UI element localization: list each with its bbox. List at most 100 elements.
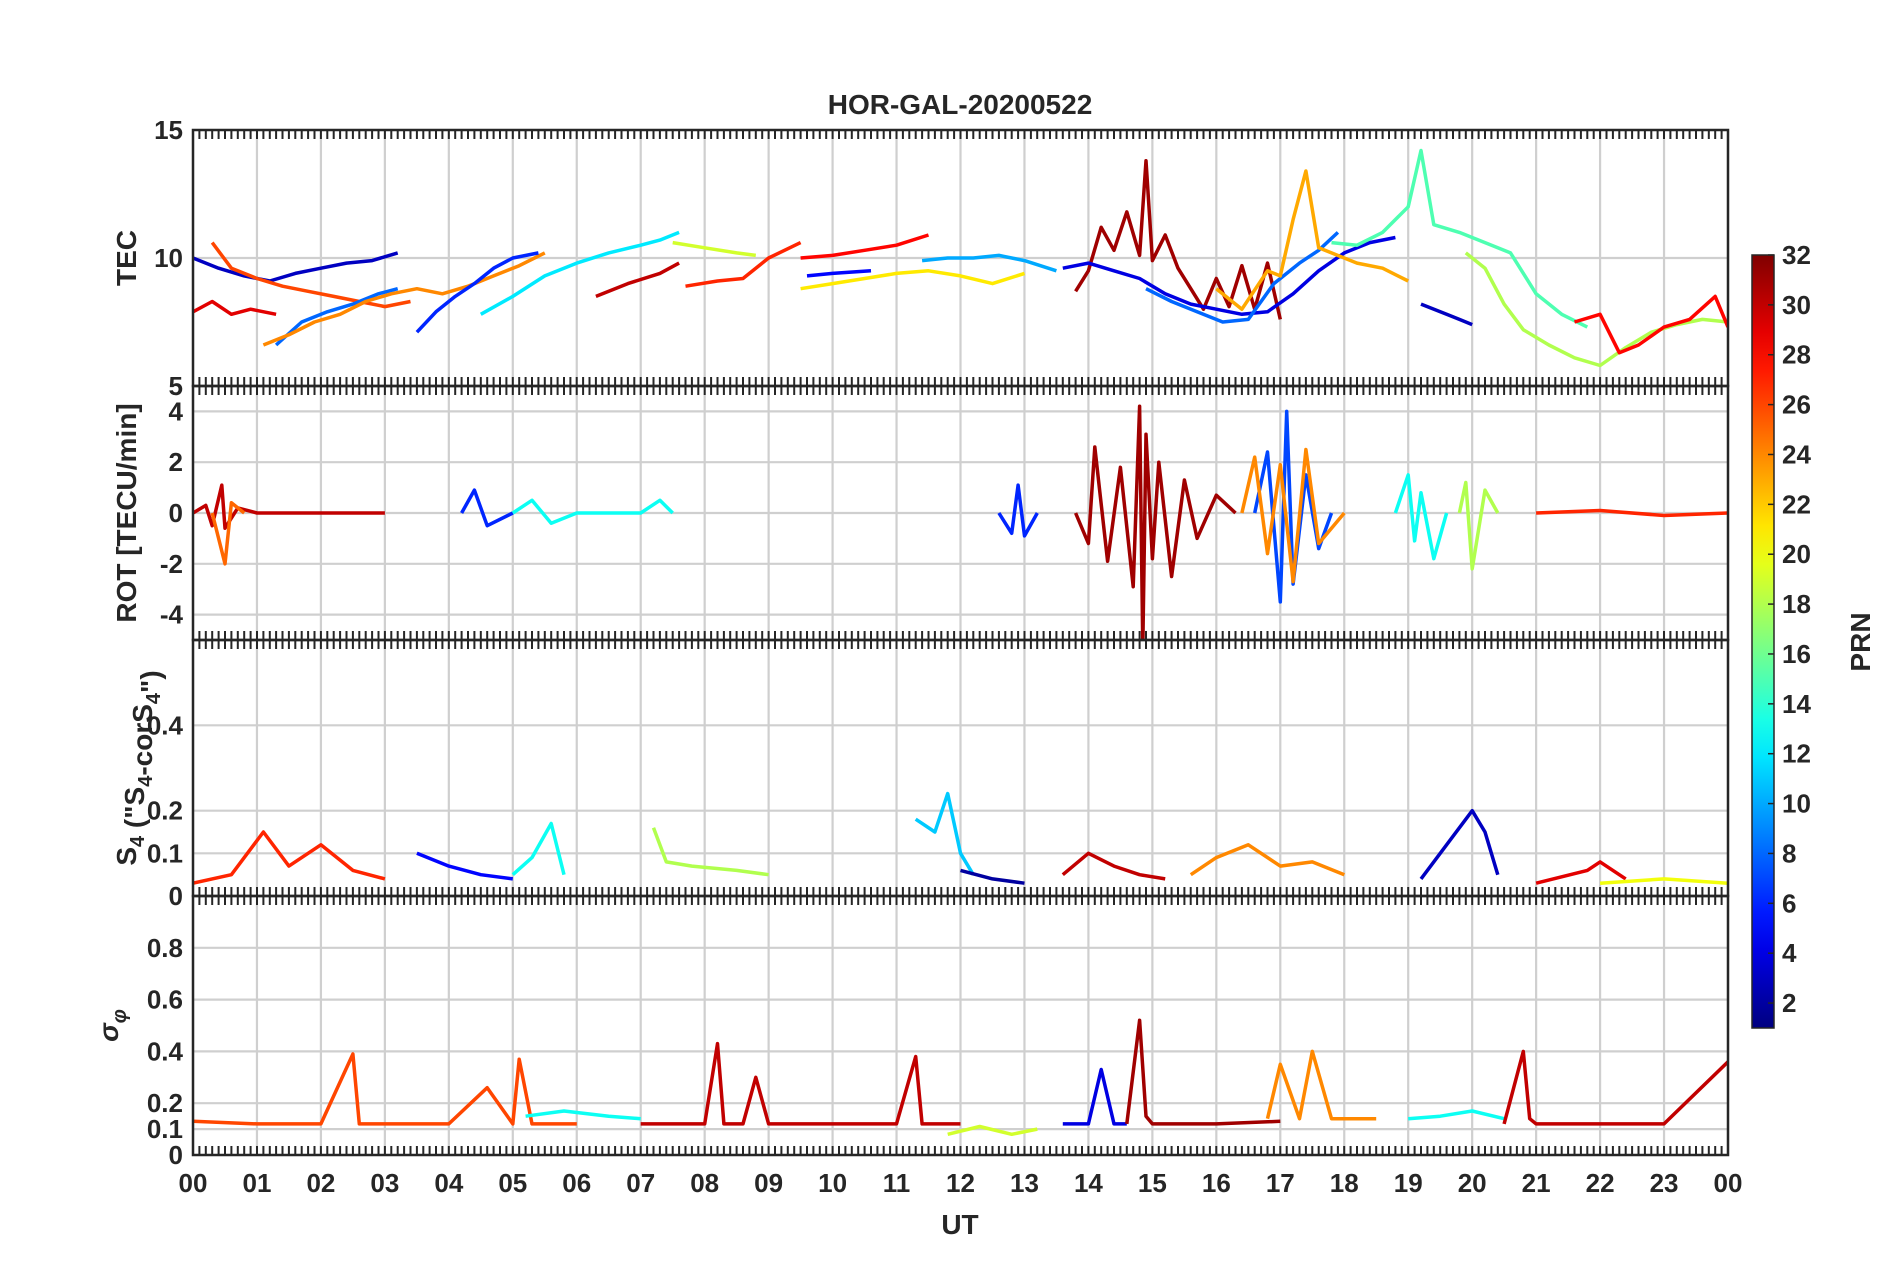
x-tick-label: 01 <box>242 1168 271 1198</box>
x-tick-label: 20 <box>1458 1168 1487 1198</box>
y-tick-label: 0.6 <box>147 985 183 1015</box>
series-prn-20 <box>1599 877 1728 885</box>
series-prn-23 <box>1215 169 1409 311</box>
colorbar-tick-label: 8 <box>1782 838 1796 868</box>
series-prn-13 <box>525 1109 641 1121</box>
minor-ticks <box>192 130 1723 386</box>
y-axis-label: TEC <box>111 230 142 286</box>
series-prn-3 <box>1420 302 1473 327</box>
series-prn-29 <box>193 299 277 317</box>
x-axis-label: UT <box>941 1209 978 1240</box>
series-prn-24 <box>1240 447 1346 584</box>
x-tick-label: 16 <box>1202 1168 1231 1198</box>
y-tick-label: 15 <box>154 115 183 145</box>
colorbar-tick-label: 30 <box>1782 290 1811 320</box>
x-tick-label: 18 <box>1330 1168 1359 1198</box>
y-tick-label: 4 <box>169 396 184 426</box>
series-group <box>193 791 1728 885</box>
series-prn-24 <box>262 251 546 347</box>
x-tick-label: 07 <box>626 1168 655 1198</box>
x-tick-label: 13 <box>1010 1168 1039 1198</box>
y-tick-label: 0.2 <box>147 1088 183 1118</box>
x-tick-label: 03 <box>370 1168 399 1198</box>
y-tick-label: 0.2 <box>147 796 183 826</box>
colorbar-tick-label: 10 <box>1782 789 1811 819</box>
colorbar-tick-label: 6 <box>1782 888 1796 918</box>
series-prn-11 <box>914 791 975 876</box>
series-prn-27 <box>193 830 386 885</box>
y-tick-label: 10 <box>154 243 183 273</box>
colorbar-tick-label: 4 <box>1782 938 1797 968</box>
minor-ticks <box>192 640 1723 896</box>
series-prn-26 <box>193 1052 577 1126</box>
series-prn-13 <box>1408 1109 1505 1121</box>
series-prn-15 <box>1331 148 1589 329</box>
series-prn-21 <box>800 269 1026 291</box>
series-prn-8 <box>1145 231 1340 324</box>
series-prn-26 <box>210 241 411 309</box>
x-tick-label: 04 <box>434 1168 463 1198</box>
y-tick-label: -2 <box>160 549 183 579</box>
y-axis-label: σφ <box>93 1009 131 1042</box>
colorbar-tick-label: 32 <box>1782 240 1811 270</box>
x-tick-label: 09 <box>754 1168 783 1198</box>
series-prn-12 <box>479 230 680 316</box>
series-group <box>193 1018 1728 1137</box>
x-tick-label: 22 <box>1586 1168 1615 1198</box>
colorbar-tick-label: 16 <box>1782 639 1811 669</box>
y-tick-label: 0.4 <box>147 710 184 740</box>
minor-ticks <box>192 896 1723 1155</box>
y-tick-label: -4 <box>160 600 184 630</box>
series-prn-19 <box>947 1124 1038 1137</box>
x-tick-label: 15 <box>1138 1168 1167 1198</box>
series-prn-2 <box>960 868 1025 885</box>
series-prn-6 <box>460 488 514 528</box>
y-tick-label: 5 <box>169 371 183 401</box>
y-tick-label: 0 <box>169 498 183 528</box>
minor-ticks <box>192 386 1723 640</box>
colorbar-tick-label: 12 <box>1782 739 1811 769</box>
colorbar-tick-label: 28 <box>1782 340 1811 370</box>
series-prn-30 <box>1502 1049 1728 1126</box>
x-tick-label: 02 <box>306 1168 335 1198</box>
y-tick-label: 0.8 <box>147 933 183 963</box>
series-prn-24 <box>1189 843 1345 877</box>
x-tick-label: 11 <box>883 1168 911 1198</box>
series-prn-30 <box>640 1041 961 1126</box>
y-tick-label: 0 <box>169 1140 183 1170</box>
x-axis: 00 01 02 03 04 05 06 07 08 09 10 11 12 13 14 15 16 17 18 19… <box>179 1168 1743 1198</box>
series-prn-31 <box>1073 404 1237 640</box>
series-prn-24 <box>1265 1049 1377 1121</box>
x-tick-label: 06 <box>562 1168 591 1198</box>
x-tick-label: 00 <box>179 1168 208 1198</box>
colorbar-gradient <box>1751 254 1775 1029</box>
series-prn-30 <box>193 483 385 530</box>
y-axis-label: ROT [TECU/min] <box>111 403 142 622</box>
x-tick-label: 23 <box>1650 1168 1679 1198</box>
series-prn-3 <box>193 251 399 283</box>
x-tick-label: 21 <box>1522 1168 1551 1198</box>
y-tick-label: 2 <box>169 447 183 477</box>
series-prn-30 <box>1061 851 1166 881</box>
series-prn-6 <box>997 483 1039 538</box>
series-prn-6 <box>415 251 539 334</box>
series-prn-13 <box>1393 473 1449 561</box>
y-tick-label: 0 <box>169 881 183 911</box>
series-prn-5 <box>806 269 872 278</box>
colorbar-tick-label: 26 <box>1782 390 1811 420</box>
series-prn-28 <box>800 233 930 260</box>
x-tick-label: 10 <box>818 1168 847 1198</box>
series-group <box>193 404 1728 640</box>
colorbar-tick-label: 18 <box>1782 589 1811 619</box>
colorbar-tick-label: 20 <box>1782 539 1811 569</box>
series-prn-27 <box>1536 508 1728 518</box>
colorbar-tick-label: 22 <box>1782 489 1811 519</box>
series-prn-10 <box>921 253 1057 273</box>
x-tick-label: 19 <box>1394 1168 1423 1198</box>
series-prn-8 <box>274 287 399 347</box>
series-prn-5 <box>416 851 514 881</box>
x-tick-label: 00 <box>1714 1168 1743 1198</box>
panel-2: -4 -2 0 2 4 ROT [TECU/min] <box>111 384 1730 642</box>
